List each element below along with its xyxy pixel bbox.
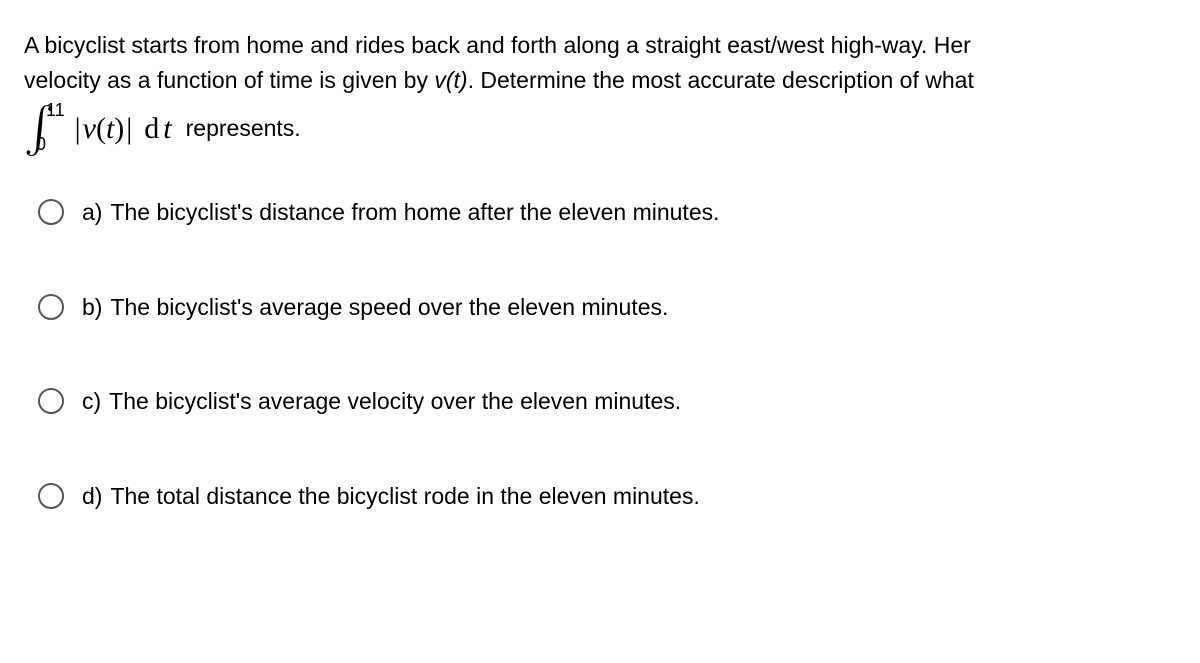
represents-text: represents.: [186, 111, 301, 146]
differential-t: t: [159, 112, 171, 145]
differential-d: d: [144, 112, 159, 145]
differential: dt: [144, 106, 171, 151]
abs-bar-open: |: [73, 112, 83, 145]
paren-close: ): [114, 112, 124, 145]
option-label: d) The total distance the bicyclist rode …: [82, 479, 700, 514]
option-label: a) The bicyclist's distance from home aft…: [82, 195, 720, 230]
integral-lower-limit: 0: [36, 135, 46, 153]
radio-icon[interactable]: [38, 388, 64, 414]
option-a[interactable]: a) The bicyclist's distance from home aft…: [38, 195, 1176, 230]
question-line2-prefix: velocity as a function of time is given …: [24, 67, 434, 93]
integral-symbol: ∫ 11 0: [24, 105, 73, 151]
paren-open: (: [96, 112, 106, 145]
question-line2-suffix: . Determine the most accurate descriptio…: [468, 67, 974, 93]
integral-expression: ∫ 11 0 |v(t)| dt represents.: [24, 105, 1176, 151]
option-letter: d): [82, 483, 102, 509]
option-text: The total distance the bicyclist rode in…: [110, 483, 699, 509]
radio-icon[interactable]: [38, 294, 64, 320]
option-text: The bicyclist's distance from home after…: [110, 199, 719, 225]
integrand: |v(t)|: [73, 106, 135, 151]
integral-upper-limit: 11: [46, 101, 65, 119]
option-b[interactable]: b) The bicyclist's average speed over the…: [38, 290, 1176, 325]
option-d[interactable]: d) The total distance the bicyclist rode …: [38, 479, 1176, 514]
option-text: The bicyclist's average speed over the e…: [110, 294, 668, 320]
option-label: b) The bicyclist's average speed over the…: [82, 290, 668, 325]
question-vt: v(t): [434, 67, 467, 93]
integrand-v: v: [83, 112, 96, 145]
option-letter: b): [82, 294, 102, 320]
radio-icon[interactable]: [38, 483, 64, 509]
option-letter: c): [82, 388, 101, 414]
option-c[interactable]: c) The bicyclist's average velocity over …: [38, 384, 1176, 419]
question-line1: A bicyclist starts from home and rides b…: [24, 32, 971, 58]
radio-icon[interactable]: [38, 199, 64, 225]
question-text: A bicyclist starts from home and rides b…: [24, 28, 1176, 97]
option-label: c) The bicyclist's average velocity over …: [82, 384, 681, 419]
option-letter: a): [82, 199, 102, 225]
options-list: a) The bicyclist's distance from home aft…: [24, 195, 1176, 513]
abs-bar-close: |: [124, 112, 134, 145]
option-text: The bicyclist's average velocity over th…: [109, 388, 681, 414]
